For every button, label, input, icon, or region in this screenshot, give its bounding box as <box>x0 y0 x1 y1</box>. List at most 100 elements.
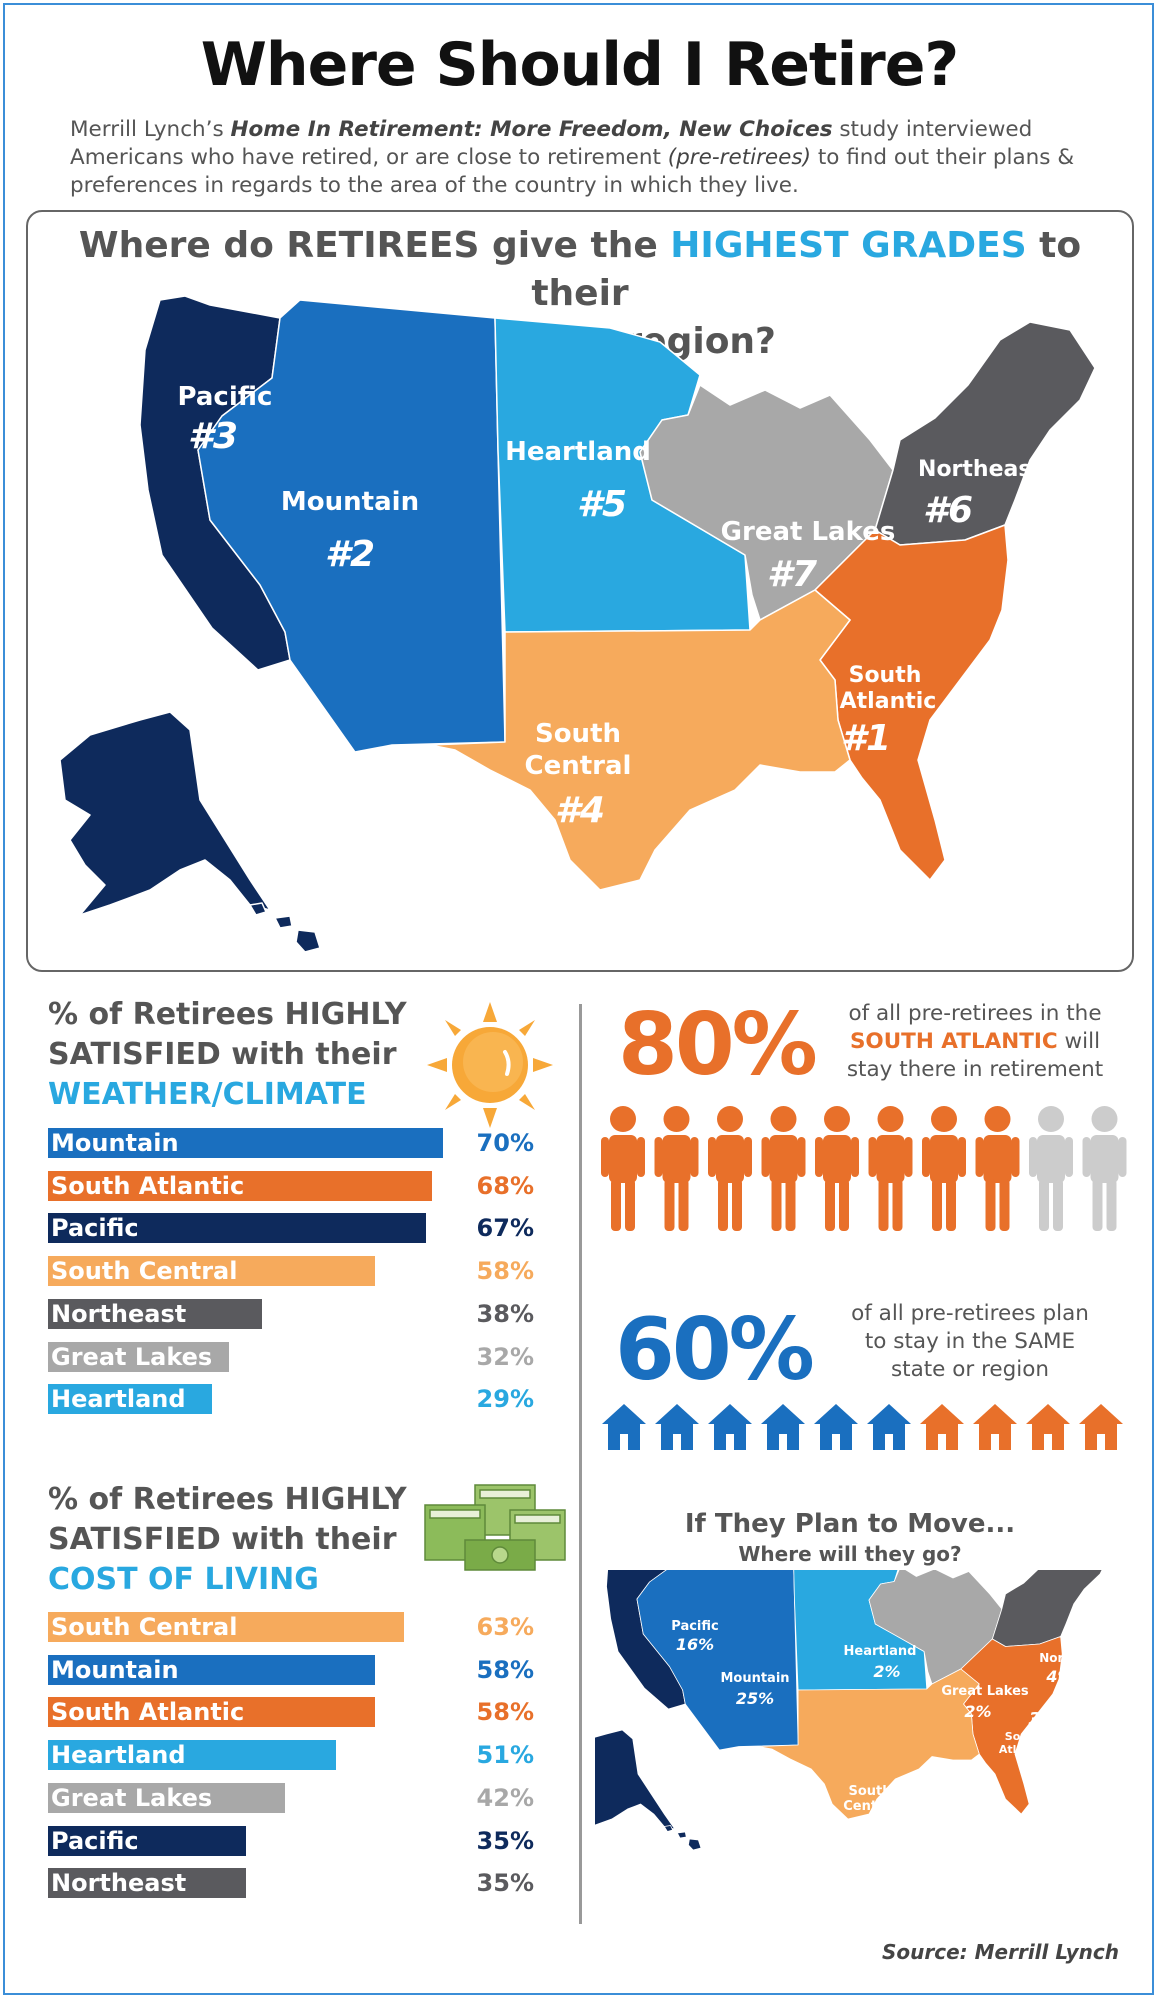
intro-pre-retirees: (pre-retirees) <box>667 145 811 170</box>
weather-bar-value: 67% <box>476 1214 534 1243</box>
stat60-line3: state or region <box>890 1357 1050 1382</box>
map-rank-south-atlantic: #1 <box>841 718 891 759</box>
cost-bar-south-atlantic: South Atlantic <box>48 1697 376 1728</box>
move-label-south-atlantic-1: South <box>1005 1730 1041 1743</box>
map-label-south-atlantic-2: Atlantic <box>840 689 937 714</box>
map-rank-south-central: #4 <box>555 790 605 831</box>
move-pct-pacific: 16% <box>676 1635 714 1654</box>
cost-bar-label: South Central <box>51 1613 238 1641</box>
map-rank-northeast: #6 <box>923 490 973 531</box>
person-icon <box>868 1106 913 1231</box>
map-label-heartland: Heartland <box>505 437 651 467</box>
stat60-line2: to stay in the SAME <box>864 1329 1076 1354</box>
map-rank-mountain: #2 <box>325 534 375 575</box>
cost-title-highlight: COST OF LIVING <box>48 1562 319 1597</box>
person-icon <box>1082 1106 1127 1231</box>
move-pct-great-lakes: 2% <box>964 1702 991 1721</box>
cost-title-line1: % of Retirees HIGHLY <box>48 1482 407 1517</box>
weather-bar-label: Mountain <box>51 1129 179 1157</box>
weather-bar-great-lakes: Great Lakes <box>48 1341 229 1372</box>
cost-bar-label: Pacific <box>51 1826 139 1855</box>
weather-bar-south-central: South Central <box>48 1256 376 1287</box>
house-icon <box>1026 1404 1070 1450</box>
move-label-great-lakes: Great Lakes <box>941 1684 1029 1699</box>
column-divider <box>579 1004 582 1924</box>
stat60-text: of all pre-retirees plan to stay in the … <box>820 1300 1120 1384</box>
cost-bar-mountain: Mountain <box>48 1654 376 1685</box>
map-rank-pacific: #3 <box>188 416 238 457</box>
house-icon <box>920 1404 964 1450</box>
move-label-south-central-2: Central <box>843 1799 896 1814</box>
region-northeast <box>874 321 1096 546</box>
sun-icon <box>427 1002 553 1128</box>
move-pct-northeast: 4% <box>1045 1667 1073 1686</box>
weather-bar-mountain: Mountain <box>48 1128 443 1158</box>
cost-bar-value: 42% <box>476 1783 534 1812</box>
people-pictogram <box>601 1106 1127 1231</box>
stat80-line1: of all pre-retirees in the <box>848 1001 1102 1026</box>
weather-bar-heartland: Heartland <box>48 1384 212 1415</box>
stat80-percent: 80% <box>618 995 818 1095</box>
map-question-part: to their <box>531 225 1082 314</box>
weather-title-highlight: WEATHER/CLIMATE <box>48 1077 367 1112</box>
weather-bar-value: 38% <box>476 1299 534 1328</box>
map-label-south-atlantic-1: South <box>849 663 922 688</box>
money-stack-icon <box>424 1484 566 1571</box>
cost-bar-value: 51% <box>476 1741 534 1770</box>
intro-part: to find out their plans & preferences in… <box>70 145 1075 198</box>
person-icon <box>922 1106 966 1231</box>
cost-bar-value: 58% <box>476 1698 534 1727</box>
stat80-line2: will <box>1057 1029 1101 1054</box>
cost-bar-label: Great Lakes <box>51 1783 213 1812</box>
weather-title-line2: SATISFIED with their <box>48 1037 397 1072</box>
source-credit: Source: Merrill Lynch <box>882 1940 1119 1964</box>
map-label-mountain: Mountain <box>281 487 419 517</box>
map-label-south-central-1: South <box>535 719 621 749</box>
map-label-pacific: Pacific <box>178 382 273 412</box>
move-pct-south-atlantic: 39% <box>1028 1709 1071 1730</box>
intro-text: Merrill Lynch’s Home In Retirement: More… <box>70 116 1100 200</box>
house-icon <box>814 1404 858 1450</box>
weather-bar-northeast: Northeast <box>48 1298 263 1329</box>
weather-bar-value: 68% <box>476 1171 534 1200</box>
stat80-line3: stay there in retirement <box>846 1057 1104 1082</box>
stat60-percent: 60% <box>615 1300 815 1400</box>
weather-bar-label: South Central <box>51 1257 238 1286</box>
person-icon <box>975 1106 1020 1231</box>
move-pct-mountain: 25% <box>736 1689 774 1708</box>
weather-bar-label: Heartland <box>51 1385 186 1414</box>
houses-pictogram <box>602 1404 1123 1450</box>
move-label-northeast: Northeast <box>1039 1651 1107 1665</box>
stat60-line1: of all pre-retirees plan <box>851 1301 1089 1326</box>
stat80-highlight: SOUTH ATLANTIC <box>849 1029 1058 1054</box>
cost-bar-label: Mountain <box>51 1655 179 1684</box>
move-label-mountain: Mountain <box>720 1671 789 1686</box>
intro-part: Merrill Lynch’s <box>70 117 231 142</box>
cost-title: % of Retirees HIGHLY SATISFIED with thei… <box>48 1480 407 1600</box>
move-pct-heartland: 2% <box>873 1662 900 1681</box>
move-label-south-atlantic-2: Atlantic <box>999 1743 1047 1756</box>
alaska <box>59 711 271 916</box>
cost-bar-great-lakes: Great Lakes <box>48 1782 285 1813</box>
study-name: Home In Retirement: More Freedom, New Ch… <box>230 117 833 142</box>
house-icon <box>602 1404 646 1450</box>
weather-bar-value: 32% <box>476 1342 534 1371</box>
cost-bar-label: Heartland <box>51 1741 186 1770</box>
cost-bar-label: Northeast <box>51 1869 187 1898</box>
house-icon <box>973 1404 1017 1450</box>
intro-part: study interviewed Americans who have ret… <box>70 117 1033 170</box>
map-label-northeast: Northeast <box>918 457 1042 482</box>
move-label-pacific: Pacific <box>671 1619 718 1634</box>
weather-bar-value: 58% <box>476 1257 534 1286</box>
weather-bar-label: Great Lakes <box>51 1342 213 1371</box>
weather-bar-value: 29% <box>476 1385 534 1414</box>
cost-bar-south-central: South Central <box>48 1612 404 1642</box>
weather-title: % of Retirees HIGHLY SATISFIED with thei… <box>48 995 407 1115</box>
hawaii <box>249 902 321 953</box>
map-rank-heartland: #5 <box>577 484 627 525</box>
map-question-part: Where do RETIREES give the <box>78 225 671 266</box>
cost-bar-heartland: Heartland <box>48 1740 336 1771</box>
move-label-south-central-1: South <box>848 1784 891 1799</box>
move-pct-south-central: 12% <box>853 1817 891 1836</box>
cost-bar-value: 35% <box>476 1869 534 1898</box>
